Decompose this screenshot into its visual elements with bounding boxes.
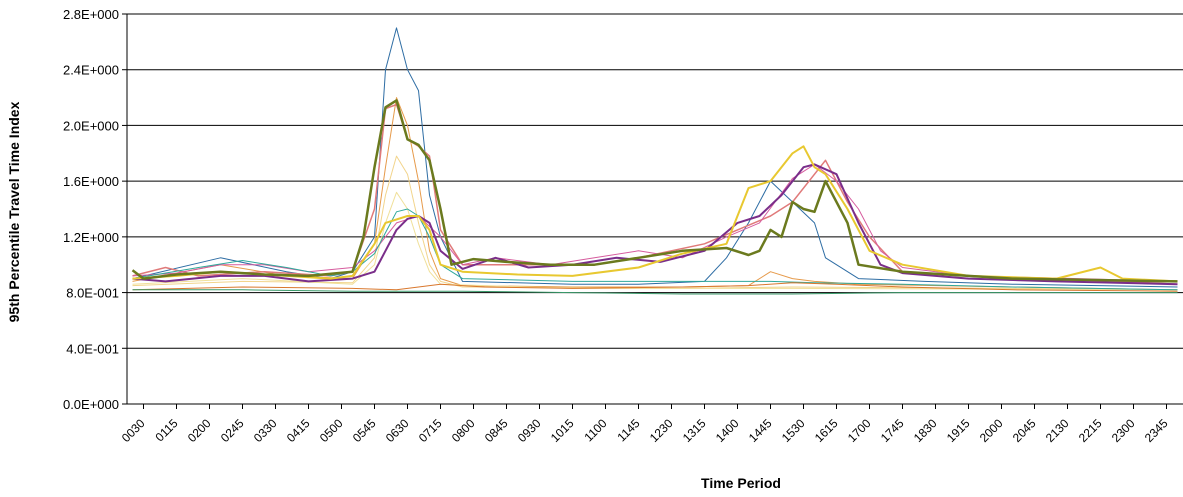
x-tick-label: 0845 <box>482 416 511 445</box>
x-tick-label: 0415 <box>284 416 313 445</box>
y-tick-label: 2.0E+000 <box>63 118 119 133</box>
x-tick-label: 0115 <box>152 416 180 444</box>
y-tick-label: 4.0E-001 <box>66 341 119 356</box>
series-line <box>132 163 1178 286</box>
series-line <box>132 97 1178 291</box>
x-tick-label: 1745 <box>878 416 907 445</box>
x-tick-label: 0500 <box>317 416 346 445</box>
gridlines <box>127 13 1183 405</box>
x-tick-label: 1315 <box>680 416 709 445</box>
series-line <box>132 208 1178 291</box>
y-tick-label: 1.6E+000 <box>63 174 119 189</box>
x-tick-label: 1915 <box>944 416 973 445</box>
x-tick-label: 0545 <box>350 416 379 445</box>
x-tick-label: 2215 <box>1076 416 1105 445</box>
x-tick-label: 0930 <box>515 416 544 445</box>
series-line <box>132 103 1178 285</box>
x-axis-title: Time Period <box>701 475 781 491</box>
plot-area <box>126 14 1183 405</box>
x-tick-label: 0030 <box>119 416 148 445</box>
x-axis-ticks: 0030 0115 0200 0245 0330 0415 0500 0545 0630 0715… <box>119 404 1171 445</box>
y-tick-label: 1.2E+000 <box>63 230 119 245</box>
y-axis-title: 95th Percentile Travel Time Index <box>6 101 22 322</box>
series-line <box>131 99 1178 283</box>
series-line <box>132 282 1178 292</box>
x-tick-label: 2300 <box>1109 416 1138 445</box>
y-tick-label: 0.0E+000 <box>63 397 119 412</box>
x-tick-label: 2130 <box>1043 416 1072 445</box>
series-layer <box>131 27 1178 295</box>
x-tick-label: 1615 <box>812 416 841 445</box>
x-tick-label: 2045 <box>1010 416 1039 445</box>
series-line <box>132 27 1178 288</box>
x-tick-label: 1445 <box>746 416 775 445</box>
x-tick-label: 1100 <box>581 416 609 444</box>
x-tick-label: 1530 <box>779 416 808 445</box>
x-tick-label: 0200 <box>185 416 214 445</box>
y-tick-label: 2.8E+000 <box>63 7 119 22</box>
series-line <box>132 145 1178 283</box>
x-tick-label: 1700 <box>845 416 874 445</box>
y-tick-label: 2.4E+000 <box>63 63 119 78</box>
x-tick-label: 2000 <box>977 416 1006 445</box>
y-axis-ticks: 0.0E+000 4.0E-001 8.0E-001 1.2E+000 1.6E+000… <box>63 7 127 412</box>
x-tick-label: 1830 <box>911 416 940 445</box>
series-line <box>132 289 1178 295</box>
x-tick-label: 0630 <box>383 416 412 445</box>
x-tick-label: 0715 <box>416 416 445 445</box>
x-tick-label: 0245 <box>218 416 247 445</box>
series-line <box>132 163 1178 282</box>
series-line <box>132 155 1178 291</box>
x-tick-label: 0800 <box>449 416 478 445</box>
x-tick-label: 1400 <box>713 416 742 445</box>
x-tick-label: 1145 <box>614 416 642 444</box>
x-tick-label: 1230 <box>647 416 676 445</box>
x-tick-label: 1015 <box>548 416 577 445</box>
x-tick-label: 0330 <box>251 416 280 445</box>
x-tick-label: 2345 <box>1142 416 1171 445</box>
y-tick-label: 8.0E-001 <box>66 286 119 301</box>
